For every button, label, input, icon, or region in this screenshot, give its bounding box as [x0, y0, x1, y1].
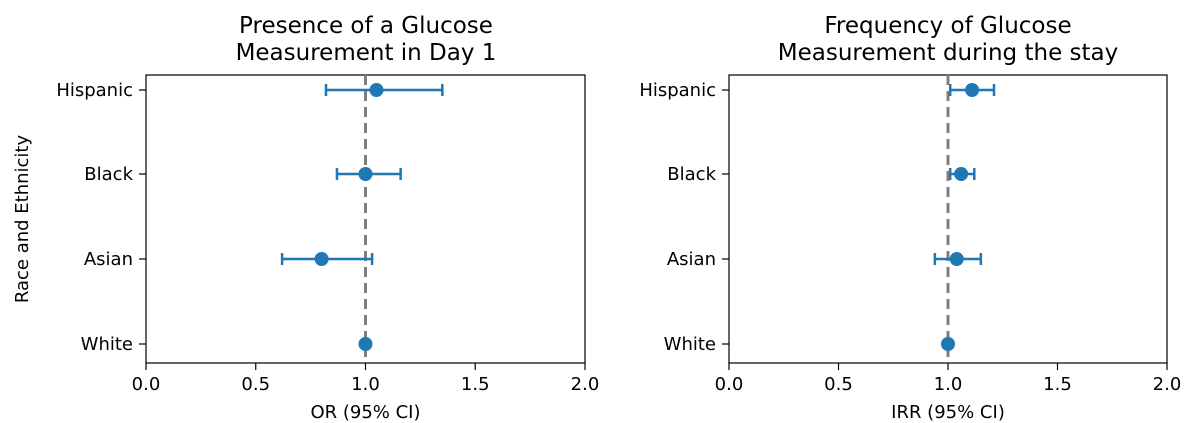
- chart-title-line: Frequency of Glucose: [824, 13, 1071, 39]
- estimate-point: [358, 337, 373, 351]
- x-tick-label: 0.0: [132, 374, 161, 395]
- estimate-point: [965, 83, 980, 97]
- x-tick-label: 1.5: [1043, 374, 1072, 395]
- estimate-point: [369, 83, 384, 97]
- estimate-point: [954, 167, 969, 181]
- estimate-point: [314, 252, 329, 266]
- x-tick-label: 2.0: [1153, 374, 1182, 395]
- chart-title-line: Measurement during the stay: [778, 40, 1119, 66]
- x-tick-label: 1.0: [934, 374, 963, 395]
- x-tick-label: 1.5: [461, 374, 490, 395]
- x-tick-label: 0.5: [824, 374, 853, 395]
- estimate-point: [941, 337, 955, 351]
- y-axis-label: Race and Ethnicity: [12, 135, 33, 304]
- y-tick-label: Hispanic: [639, 80, 716, 101]
- y-tick-label: White: [664, 334, 716, 355]
- y-tick-label: Black: [667, 164, 716, 185]
- y-tick-label: Black: [84, 164, 133, 185]
- estimate-point: [358, 167, 373, 181]
- y-tick-label: Hispanic: [56, 80, 133, 101]
- y-tick-label: White: [81, 334, 133, 355]
- x-tick-label: 0.5: [241, 374, 270, 395]
- x-axis-label: OR (95% CI): [310, 402, 420, 423]
- x-tick-label: 2.0: [571, 374, 600, 395]
- x-tick-label: 1.0: [351, 374, 380, 395]
- y-tick-label: Asian: [84, 249, 133, 270]
- y-tick-label: Asian: [667, 249, 716, 270]
- chart-title-line: Presence of a Glucose: [239, 13, 493, 39]
- estimate-point: [949, 252, 964, 266]
- x-tick-label: 0.0: [715, 374, 744, 395]
- x-axis-label: IRR (95% CI): [891, 402, 1005, 423]
- chart-title-line: Measurement in Day 1: [236, 40, 497, 66]
